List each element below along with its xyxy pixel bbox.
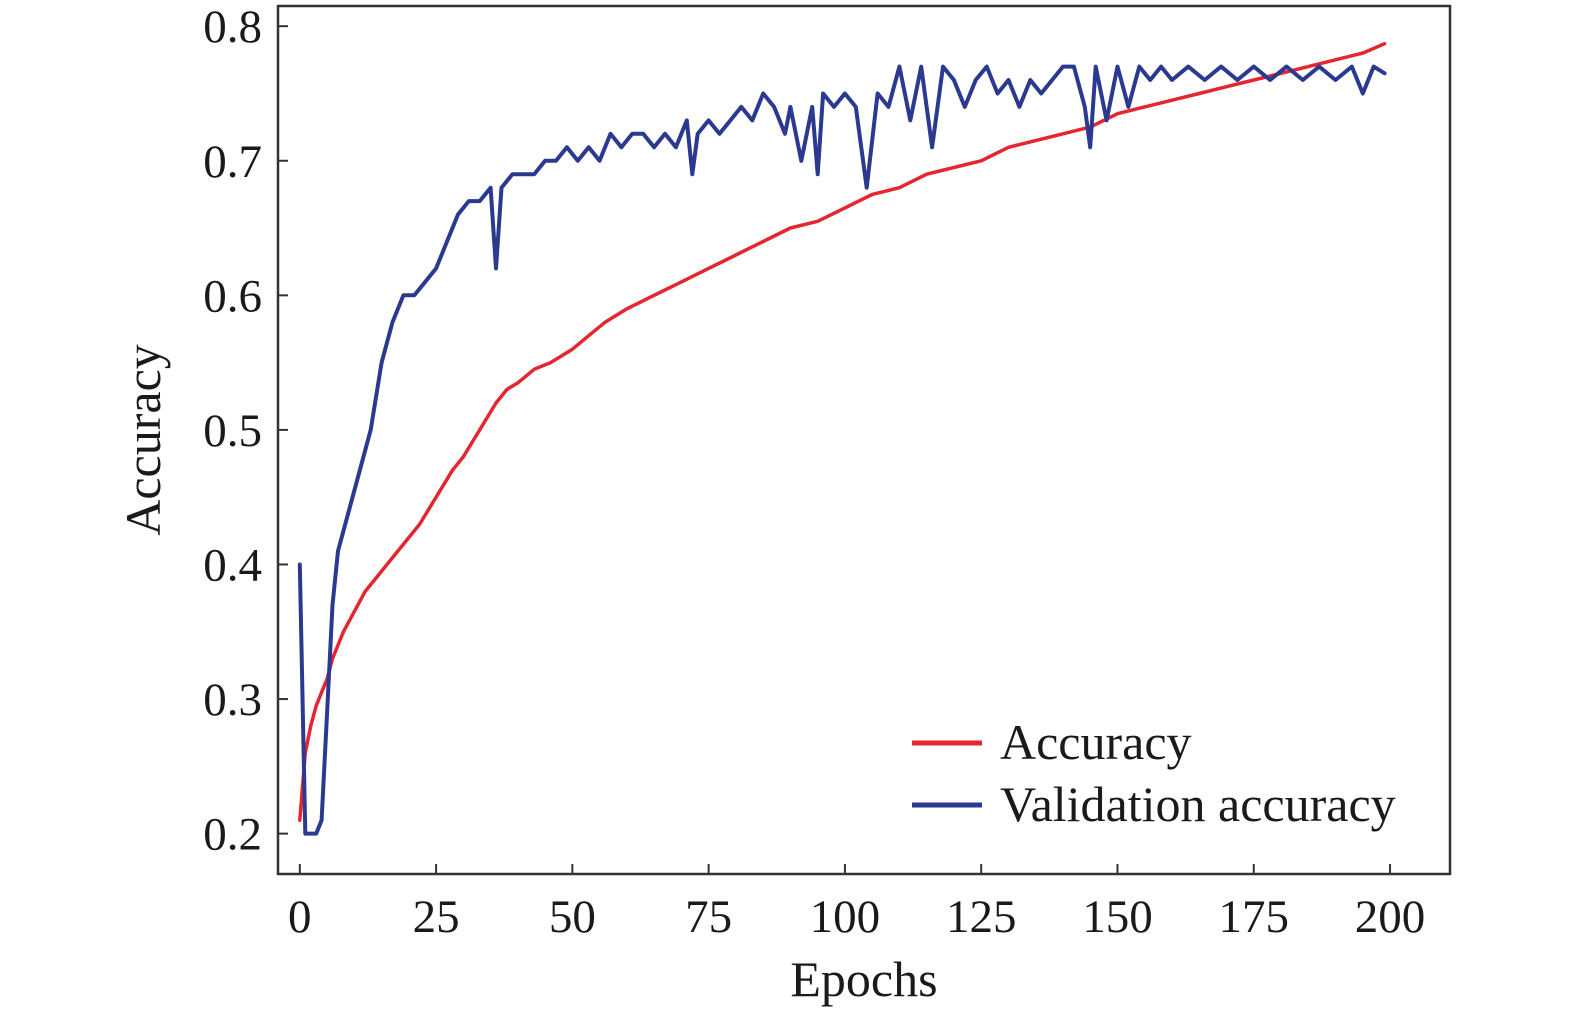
y-axis: 0.2 0.3 0.4 0.5 0.6 0.7 0.8 [203, 1, 288, 861]
y-tick-label: 0.8 [203, 1, 262, 53]
x-tick-label: 50 [549, 891, 596, 943]
series-line-validation-accuracy [297, 64, 1387, 836]
series-layer [297, 41, 1387, 836]
x-tick-label: 125 [946, 891, 1017, 943]
plot-frame [276, 4, 1452, 876]
x-tick-label: 175 [1219, 891, 1290, 943]
x-tick-label: 75 [685, 891, 732, 943]
x-axis-title: Epochs [790, 951, 937, 1007]
x-tick-label: 100 [810, 891, 881, 943]
legend-label-validation-accuracy: Validation accuracy [1000, 776, 1396, 832]
y-tick-label: 0.4 [203, 539, 262, 591]
y-axis-title: Accuracy [115, 344, 171, 536]
x-axis: 0 25 50 75 100 125 150 175 200 [288, 864, 1425, 943]
y-tick-label: 0.5 [203, 405, 262, 457]
series-line-accuracy [298, 41, 1387, 822]
legend: Accuracy Validation accuracy [912, 714, 1396, 832]
x-tick-label: 150 [1082, 891, 1153, 943]
y-tick-label: 0.6 [203, 270, 262, 322]
y-tick-label: 0.3 [203, 674, 262, 726]
y-tick-label: 0.7 [203, 136, 262, 188]
x-tick-label: 0 [288, 891, 312, 943]
x-tick-label: 200 [1355, 891, 1426, 943]
y-tick-label: 0.2 [203, 809, 262, 861]
x-tick-label: 25 [413, 891, 460, 943]
legend-label-accuracy: Accuracy [1000, 714, 1192, 770]
